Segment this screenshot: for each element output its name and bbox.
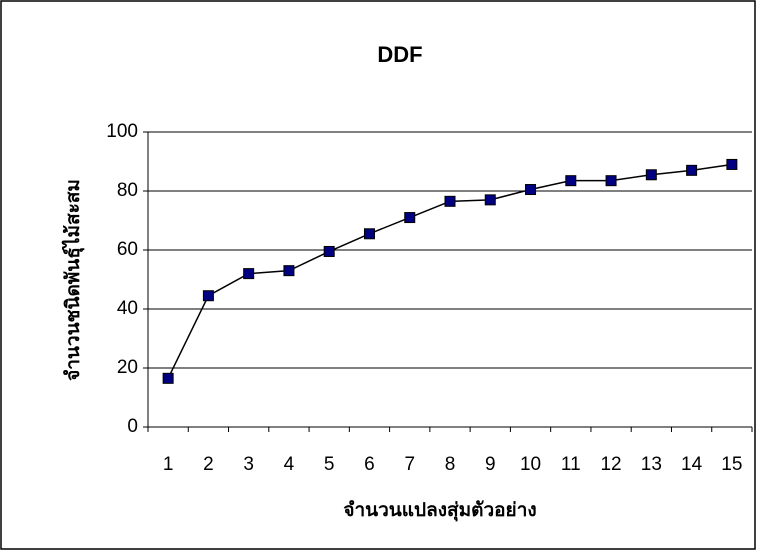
x-tick-label: 7 — [404, 454, 415, 475]
y-tick-label: 20 — [117, 357, 138, 378]
x-tick-label: 8 — [445, 454, 456, 475]
x-tick-label: 10 — [520, 454, 541, 475]
x-tick-label: 4 — [284, 454, 295, 475]
marker — [484, 194, 496, 206]
y-axis-label: จำนวนชนิดพันธุ์ไม้สะสม — [61, 179, 85, 381]
marker — [202, 290, 214, 302]
marker — [323, 245, 335, 257]
x-tick-label: 1 — [163, 454, 174, 475]
x-tick-label: 9 — [485, 454, 496, 475]
marker — [565, 175, 577, 187]
x-tick-label: 14 — [681, 454, 703, 475]
marker — [605, 175, 617, 187]
y-tick-label: 40 — [117, 298, 138, 319]
marker — [243, 268, 255, 280]
x-tick-label: 5 — [324, 454, 335, 475]
marker — [363, 228, 375, 240]
y-tick-label: 80 — [117, 180, 138, 201]
marker — [525, 184, 537, 196]
marker — [645, 169, 657, 181]
x-tick-label: 12 — [600, 454, 621, 475]
marker — [444, 195, 456, 207]
marker — [283, 265, 295, 277]
y-tick-label: 0 — [127, 416, 138, 437]
marker — [162, 372, 174, 384]
chart-title: DDF — [377, 42, 422, 67]
y-tick-label: 100 — [106, 121, 138, 142]
x-tick-label: 6 — [364, 454, 375, 475]
x-tick-label: 15 — [721, 454, 742, 475]
marker — [686, 164, 698, 176]
marker — [726, 158, 738, 170]
x-tick-label: 11 — [561, 454, 581, 475]
marker — [404, 212, 416, 224]
x-tick-label: 2 — [203, 454, 214, 475]
x-tick-label: 3 — [243, 454, 254, 475]
x-axis-label: จำนวนแปลงสุ่มตัวอย่าง — [343, 500, 536, 522]
x-tick-label: 13 — [641, 454, 662, 475]
y-tick-label: 60 — [117, 239, 138, 260]
